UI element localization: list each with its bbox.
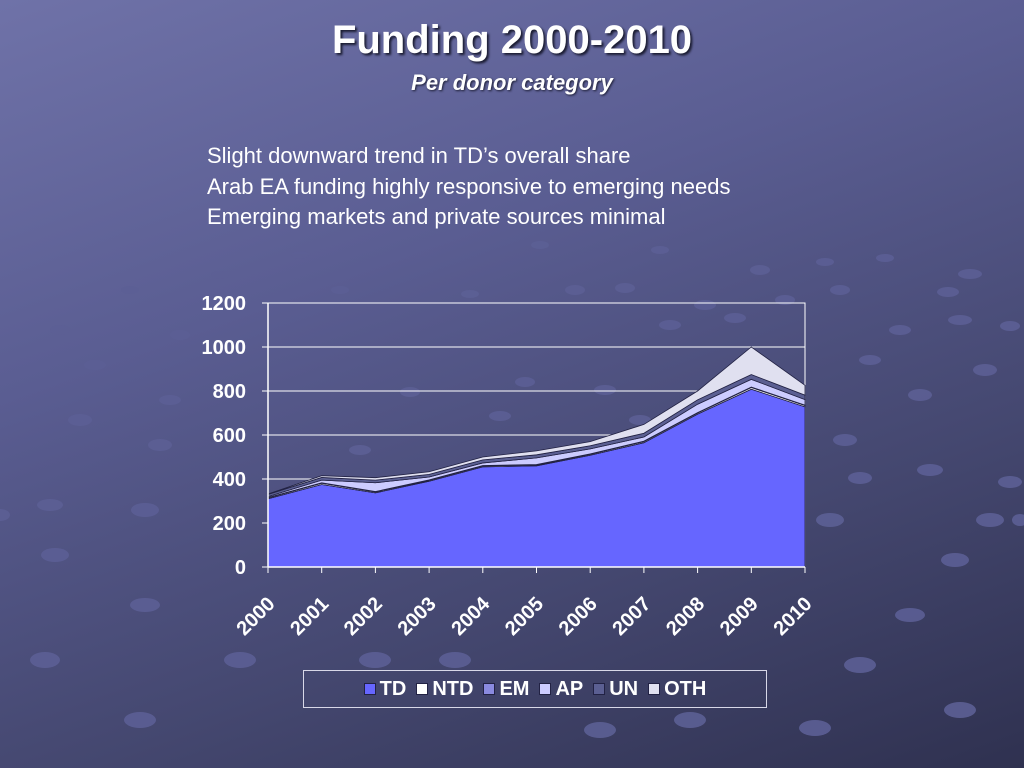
legend-swatch — [483, 683, 496, 695]
legend-label: EM — [499, 677, 530, 700]
x-tick-label: 2008 — [662, 593, 709, 640]
y-tick-label: 1200 — [202, 293, 247, 315]
y-tick-label: 800 — [213, 381, 246, 403]
legend-item-ntd: NTD — [416, 678, 473, 701]
legend-item-oth: OTH — [648, 678, 706, 701]
bullet-list: Slight downward trend in TD’s overall sh… — [207, 141, 730, 233]
slide-subtitle: Per donor category — [411, 70, 613, 95]
x-tick-label: 2010 — [770, 593, 817, 640]
area-oth — [267, 346, 806, 495]
legend-item-ap: AP — [539, 678, 583, 701]
x-tick-label: 2004 — [447, 592, 495, 640]
legend-item-em: EM — [483, 678, 529, 701]
x-tick-label: 2007 — [608, 593, 655, 640]
legend-label: UN — [609, 677, 639, 700]
x-tick-label: 2003 — [394, 593, 441, 640]
legend-label: OTH — [664, 677, 707, 700]
x-tick-label: 2006 — [555, 593, 602, 640]
chart-legend: TD NTD EM AP UN OTH — [303, 670, 767, 708]
legend-label: TD — [379, 677, 407, 700]
legend-swatch — [416, 683, 429, 695]
x-tick-label: 2005 — [501, 593, 548, 640]
legend-swatch — [593, 683, 606, 695]
x-tick-label: 2000 — [233, 593, 280, 640]
bullet-item: Slight downward trend in TD’s overall sh… — [207, 143, 631, 168]
y-tick-label: 0 — [235, 557, 246, 579]
bullet-item: Arab EA funding highly responsive to eme… — [207, 173, 731, 199]
y-tick-label: 200 — [213, 513, 246, 535]
bullet-item: Emerging markets and private sources min… — [207, 204, 666, 229]
legend-label: AP — [555, 677, 584, 700]
y-tick-label: 400 — [213, 469, 246, 491]
legend-swatch — [363, 683, 376, 695]
slide-title: Funding 2000-2010 — [331, 18, 693, 62]
x-tick-label: 2009 — [716, 593, 763, 640]
legend-item-un: UN — [593, 678, 638, 701]
x-tick-label: 2001 — [286, 593, 333, 640]
legend-swatch — [539, 683, 552, 695]
y-tick-label: 1000 — [202, 337, 247, 359]
y-tick-label: 600 — [213, 425, 246, 447]
x-tick-label: 2002 — [340, 593, 387, 640]
legend-swatch — [648, 683, 661, 695]
legend-item-td: TD — [363, 677, 407, 701]
legend-label: NTD — [432, 677, 474, 700]
